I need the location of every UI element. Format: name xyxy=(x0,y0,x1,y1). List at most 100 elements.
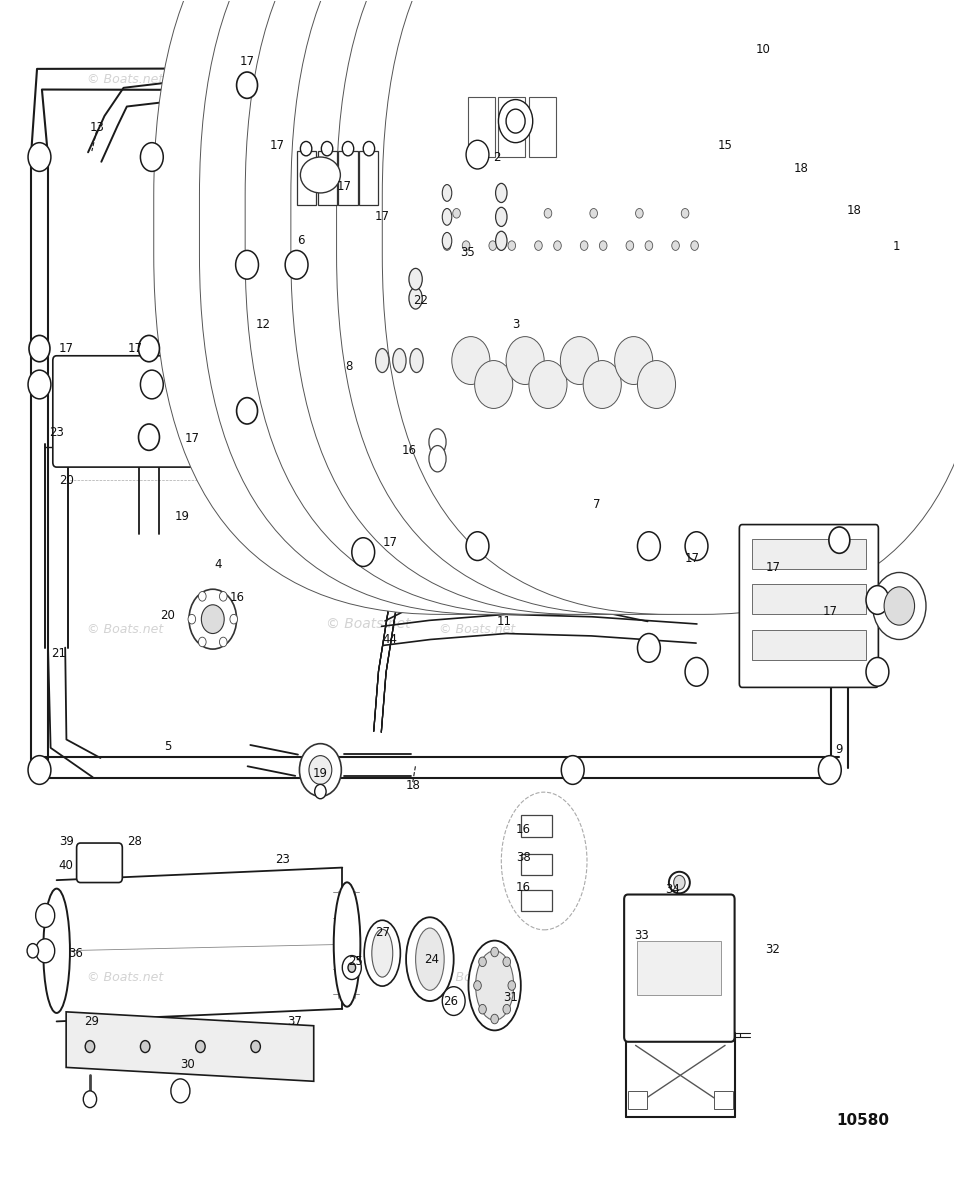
Circle shape xyxy=(189,589,237,649)
Circle shape xyxy=(866,658,889,686)
Ellipse shape xyxy=(409,288,422,310)
Circle shape xyxy=(866,586,889,614)
Circle shape xyxy=(671,241,679,251)
Text: © Boats.net: © Boats.net xyxy=(439,624,516,636)
Ellipse shape xyxy=(429,428,446,455)
Circle shape xyxy=(314,785,326,799)
Text: 17: 17 xyxy=(382,536,397,550)
Ellipse shape xyxy=(501,792,587,930)
Text: 5: 5 xyxy=(164,739,172,752)
Circle shape xyxy=(35,938,54,962)
Circle shape xyxy=(475,360,513,408)
Bar xyxy=(297,151,315,205)
Ellipse shape xyxy=(496,232,507,251)
Circle shape xyxy=(685,658,708,686)
Circle shape xyxy=(85,1040,95,1052)
Circle shape xyxy=(236,251,259,280)
Bar xyxy=(529,97,556,157)
Bar xyxy=(521,854,552,875)
Text: 11: 11 xyxy=(497,616,512,628)
Text: 19: 19 xyxy=(313,767,328,780)
Circle shape xyxy=(503,1004,511,1014)
Text: 23: 23 xyxy=(275,853,289,866)
Circle shape xyxy=(342,955,361,979)
Circle shape xyxy=(829,527,850,553)
Circle shape xyxy=(626,241,634,251)
Text: 18: 18 xyxy=(846,204,861,217)
Bar xyxy=(499,97,525,157)
Circle shape xyxy=(645,241,652,251)
Text: 20: 20 xyxy=(160,610,176,622)
Circle shape xyxy=(443,241,451,251)
Text: 36: 36 xyxy=(68,947,83,960)
Ellipse shape xyxy=(442,185,452,202)
Circle shape xyxy=(199,637,206,647)
Circle shape xyxy=(600,241,607,251)
Ellipse shape xyxy=(668,871,690,893)
Circle shape xyxy=(681,209,689,218)
Ellipse shape xyxy=(496,184,507,203)
Circle shape xyxy=(638,634,660,662)
Text: 17: 17 xyxy=(765,562,780,574)
Ellipse shape xyxy=(242,368,265,455)
Circle shape xyxy=(615,337,652,384)
Circle shape xyxy=(529,360,567,408)
Bar xyxy=(468,97,495,157)
Text: 17: 17 xyxy=(127,342,142,355)
Text: 17: 17 xyxy=(684,552,699,564)
Text: 15: 15 xyxy=(717,138,732,151)
Text: © Boats.net: © Boats.net xyxy=(439,971,516,984)
Bar xyxy=(359,151,378,205)
Circle shape xyxy=(140,370,163,398)
Circle shape xyxy=(140,143,163,172)
Circle shape xyxy=(309,756,331,785)
Text: 23: 23 xyxy=(49,426,64,439)
Ellipse shape xyxy=(43,889,70,1013)
Text: 40: 40 xyxy=(58,859,74,872)
Circle shape xyxy=(489,241,497,251)
Text: 20: 20 xyxy=(58,474,74,487)
Bar xyxy=(628,1091,647,1109)
Text: 25: 25 xyxy=(349,955,363,968)
Ellipse shape xyxy=(301,157,340,193)
Circle shape xyxy=(140,1040,150,1052)
Ellipse shape xyxy=(410,348,423,372)
Text: 2: 2 xyxy=(493,150,500,163)
Text: 26: 26 xyxy=(443,995,458,1008)
Circle shape xyxy=(562,756,584,785)
Text: 44: 44 xyxy=(382,634,397,646)
Ellipse shape xyxy=(393,348,406,372)
Text: 18: 18 xyxy=(794,162,809,175)
Circle shape xyxy=(638,360,675,408)
Circle shape xyxy=(818,756,841,785)
Text: 38: 38 xyxy=(516,851,531,864)
Circle shape xyxy=(503,958,511,966)
Circle shape xyxy=(581,241,588,251)
Text: © Boats.net: © Boats.net xyxy=(326,617,411,631)
FancyBboxPatch shape xyxy=(291,0,899,614)
Circle shape xyxy=(442,986,465,1015)
Bar xyxy=(713,1091,732,1109)
Text: 34: 34 xyxy=(666,883,680,896)
Circle shape xyxy=(453,209,460,218)
Text: 16: 16 xyxy=(516,823,531,836)
Circle shape xyxy=(544,209,552,218)
Text: 13: 13 xyxy=(89,120,104,133)
Text: 28: 28 xyxy=(127,835,142,848)
Ellipse shape xyxy=(469,941,520,1031)
Ellipse shape xyxy=(333,882,360,1007)
Circle shape xyxy=(690,241,698,251)
Circle shape xyxy=(351,538,374,566)
Circle shape xyxy=(508,980,516,990)
Ellipse shape xyxy=(415,928,444,990)
Circle shape xyxy=(28,143,51,172)
Bar xyxy=(521,889,552,911)
Ellipse shape xyxy=(371,929,393,977)
Circle shape xyxy=(636,209,643,218)
Circle shape xyxy=(478,958,486,966)
Text: 10: 10 xyxy=(755,43,771,55)
Text: 17: 17 xyxy=(184,432,200,445)
Text: © Boats.net: © Boats.net xyxy=(439,73,516,85)
Circle shape xyxy=(237,397,258,424)
Circle shape xyxy=(29,336,50,361)
